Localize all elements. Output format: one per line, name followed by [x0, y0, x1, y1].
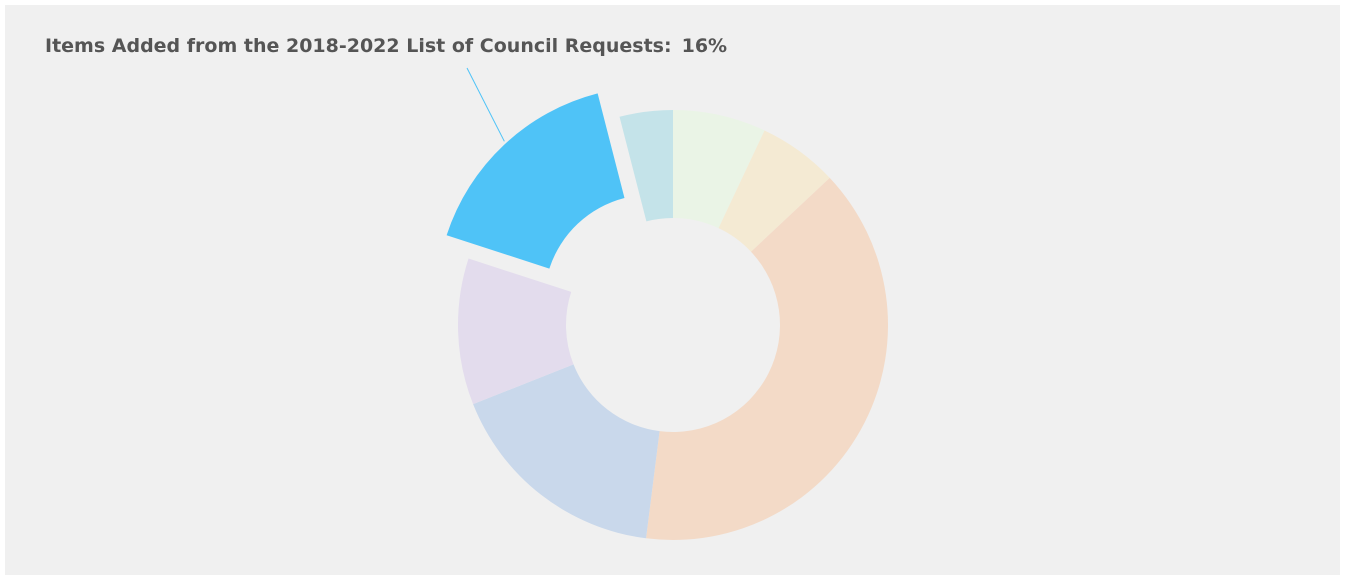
donut-segment [619, 110, 673, 222]
segment-value-label: 16% [682, 35, 727, 57]
donut-segment [718, 130, 830, 252]
leader-line [466, 67, 505, 142]
donut-segment [473, 364, 660, 539]
donut-segment [446, 93, 625, 269]
segment-name: Items Added from the 2018-2022 List of C… [45, 35, 672, 57]
donut-segment [458, 258, 574, 405]
donut-segment [646, 177, 888, 541]
segment-label: Items Added from the 2018-2022 List of C… [45, 35, 727, 57]
donut-segment [673, 110, 765, 229]
